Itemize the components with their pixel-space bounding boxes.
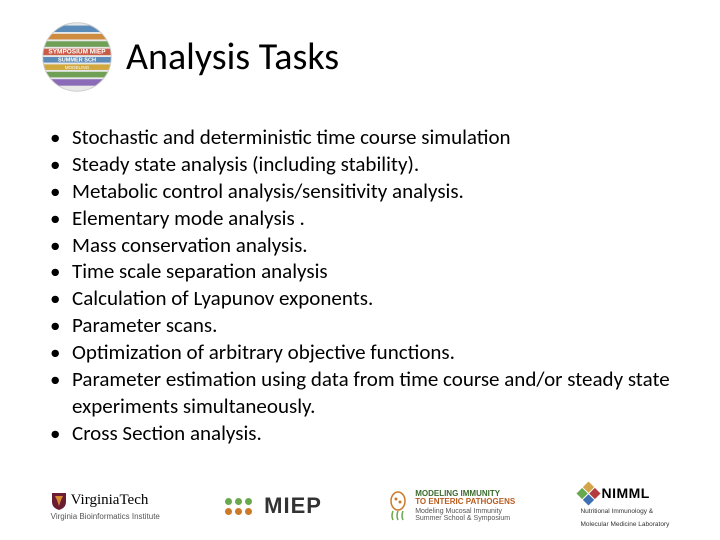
header: SYMPOSIUM MIEP SUMMER SCH MODELING Analy… xyxy=(40,20,680,94)
dot-icon xyxy=(225,508,232,515)
list-item: Cross Section analysis. xyxy=(44,420,680,447)
dot-icon xyxy=(245,508,252,515)
dot-icon xyxy=(235,498,242,505)
svg-text:SUMMER SCH: SUMMER SCH xyxy=(58,58,96,64)
miep-logo: MIEP xyxy=(225,493,322,519)
bullet-list: Stochastic and deterministic time course… xyxy=(44,124,680,447)
list-item: Parameter scans. xyxy=(44,312,680,339)
nimml-squares-icon xyxy=(577,481,601,505)
list-item: Mass conservation analysis. xyxy=(44,232,680,259)
list-item: Calculation of Lyapunov exponents. xyxy=(44,285,680,312)
list-item: Optimization of arbitrary objective func… xyxy=(44,339,680,366)
dot-icon xyxy=(225,498,232,505)
list-item: Steady state analysis (including stabili… xyxy=(44,151,680,178)
footer-logos: VirginiaTech Virginia Bioinformatics Ins… xyxy=(0,485,720,528)
vt-shield-icon xyxy=(51,492,67,510)
nimml-sub1: Nutritional Immunology & xyxy=(580,508,653,515)
vt-name: VirginiaTech xyxy=(71,492,149,509)
immunity-line2: TO ENTERIC PATHOGENS xyxy=(415,498,515,506)
virginia-tech-logo: VirginiaTech Virginia Bioinformatics Ins… xyxy=(51,492,160,521)
immunity-line3: Modeling Mucosal Immunity xyxy=(415,508,515,515)
slide: SYMPOSIUM MIEP SUMMER SCH MODELING Analy… xyxy=(0,0,720,540)
nimml-logo: NIMML Nutritional Immunology & Molecular… xyxy=(580,485,669,528)
dot-icon xyxy=(235,508,242,515)
symposium-globe-icon: SYMPOSIUM MIEP SUMMER SCH MODELING xyxy=(40,20,114,94)
modeling-immunity-logo: MODELING IMMUNITY TO ENTERIC PATHOGENS M… xyxy=(387,490,515,522)
page-title: Analysis Tasks xyxy=(126,34,339,80)
list-item: Metabolic control analysis/sensitivity a… xyxy=(44,178,680,205)
list-item: Stochastic and deterministic time course… xyxy=(44,124,680,151)
miep-text: MIEP xyxy=(264,493,322,519)
dot-icon xyxy=(245,498,252,505)
content-area: Stochastic and deterministic time course… xyxy=(40,124,680,447)
list-item: Time scale separation analysis xyxy=(44,258,680,285)
nimml-sub2: Molecular Medicine Laboratory xyxy=(580,521,669,528)
vt-sub: Virginia Bioinformatics Institute xyxy=(51,512,160,521)
list-item: Parameter estimation using data from tim… xyxy=(44,366,680,420)
miep-dots-icon xyxy=(225,498,252,515)
list-item: Elementary mode analysis . xyxy=(44,205,680,232)
nimml-text: NIMML xyxy=(601,485,649,501)
pathogen-icon xyxy=(387,491,409,521)
immunity-line4: Summer School & Symposium xyxy=(415,515,515,522)
svg-text:SYMPOSIUM MIEP: SYMPOSIUM MIEP xyxy=(48,48,106,55)
svg-text:MODELING: MODELING xyxy=(65,65,90,70)
